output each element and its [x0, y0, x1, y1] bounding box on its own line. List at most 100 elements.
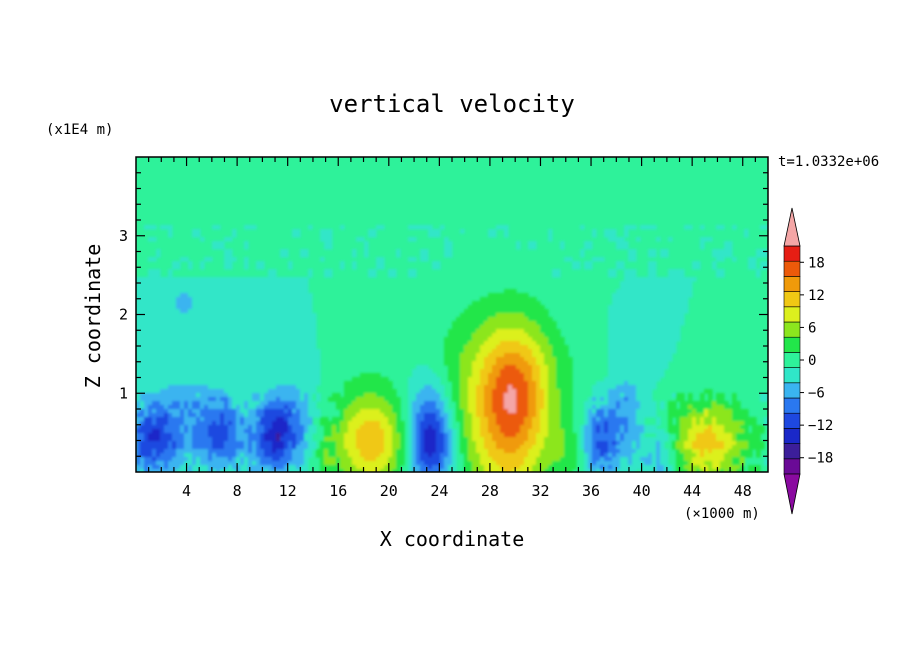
- contour-cell: [268, 325, 273, 330]
- contour-cell: [208, 317, 213, 322]
- contour-cell: [184, 429, 189, 434]
- contour-cell: [268, 417, 273, 422]
- contour-cell: [292, 357, 297, 362]
- contour-cell: [524, 409, 529, 414]
- contour-cell: [620, 437, 625, 442]
- contour-cell: [660, 445, 665, 450]
- contour-cell: [492, 377, 497, 382]
- contour-cell: [152, 313, 157, 318]
- contour-cell: [376, 393, 381, 398]
- contour-cell: [532, 417, 537, 422]
- contour-cell: [440, 413, 445, 418]
- contour-cell: [308, 305, 313, 310]
- contour-cell: [276, 293, 281, 298]
- contour-cell: [268, 273, 273, 278]
- contour-cell: [616, 293, 621, 298]
- contour-cell: [628, 361, 633, 366]
- contour-cell: [640, 409, 645, 414]
- contour-cell: [280, 421, 285, 426]
- contour-cell: [308, 385, 313, 390]
- contour-cell: [712, 429, 717, 434]
- contour-cell: [676, 317, 681, 322]
- contour-cell: [512, 341, 517, 346]
- contour-cell: [536, 445, 541, 450]
- contour-cell: [480, 441, 485, 446]
- contour-cell: [188, 305, 193, 310]
- contour-cell: [188, 393, 193, 398]
- contour-cell: [220, 289, 225, 294]
- contour-cell: [696, 429, 701, 434]
- contour-cell: [376, 381, 381, 386]
- contour-cell: [348, 429, 353, 434]
- contour-cell: [144, 377, 149, 382]
- contour-cell: [312, 341, 317, 346]
- contour-cell: [684, 413, 689, 418]
- contour-cell: [148, 277, 153, 282]
- contour-cell: [160, 417, 165, 422]
- contour-cell: [524, 381, 529, 386]
- contour-cell: [280, 325, 285, 330]
- contour-cell: [248, 425, 253, 430]
- contour-cell: [736, 421, 741, 426]
- contour-cell: [188, 289, 193, 294]
- contour-cell: [204, 365, 209, 370]
- contour-cell: [532, 365, 537, 370]
- contour-cell: [468, 441, 473, 446]
- contour-cell: [636, 293, 641, 298]
- contour-cell: [408, 449, 413, 454]
- contour-cell: [476, 321, 481, 326]
- contour-cell: [464, 361, 469, 366]
- contour-cell: [484, 361, 489, 366]
- contour-cell: [488, 417, 493, 422]
- contour-cell: [636, 393, 641, 398]
- contour-cell: [604, 437, 609, 442]
- contour-cell: [244, 225, 249, 230]
- contour-cell: [260, 417, 265, 422]
- contour-cell: [272, 449, 277, 454]
- contour-cell: [676, 285, 681, 290]
- contour-cell: [276, 353, 281, 358]
- contour-cell: [364, 401, 369, 406]
- contour-cell: [364, 445, 369, 450]
- contour-cell: [544, 417, 549, 422]
- contour-cell: [220, 389, 225, 394]
- contour-cell: [344, 409, 349, 414]
- contour-cell: [276, 393, 281, 398]
- contour-cell: [732, 421, 737, 426]
- contour-cell: [496, 389, 501, 394]
- contour-cell: [520, 341, 525, 346]
- contour-cell: [152, 437, 157, 442]
- contour-cell: [216, 361, 221, 366]
- contour-cell: [268, 437, 273, 442]
- contour-cell: [568, 369, 573, 374]
- contour-cell: [448, 441, 453, 446]
- contour-cell: [616, 405, 621, 410]
- contour-cell: [252, 341, 257, 346]
- contour-cell: [224, 429, 229, 434]
- contour-cell: [156, 353, 161, 358]
- contour-cell: [416, 441, 421, 446]
- contour-cell: [496, 333, 501, 338]
- contour-cell: [184, 357, 189, 362]
- contour-cell: [440, 421, 445, 426]
- contour-cell: [636, 421, 641, 426]
- contour-cell: [212, 305, 217, 310]
- contour-cell: [212, 353, 217, 358]
- contour-cell: [528, 445, 533, 450]
- contour-cell: [276, 429, 281, 434]
- contour-cell: [240, 317, 245, 322]
- contour-cell: [616, 333, 621, 338]
- contour-cell: [740, 445, 745, 450]
- contour-cell: [500, 349, 505, 354]
- contour-cell: [564, 385, 569, 390]
- contour-cell: [276, 425, 281, 430]
- contour-cell: [504, 397, 509, 402]
- contour-cell: [652, 329, 657, 334]
- contour-cell: [216, 381, 221, 386]
- contour-cell: [364, 389, 369, 394]
- contour-cell: [652, 369, 657, 374]
- contour-cell: [264, 385, 269, 390]
- contour-cell: [148, 401, 153, 406]
- contour-cell: [616, 385, 621, 390]
- contour-cell: [604, 405, 609, 410]
